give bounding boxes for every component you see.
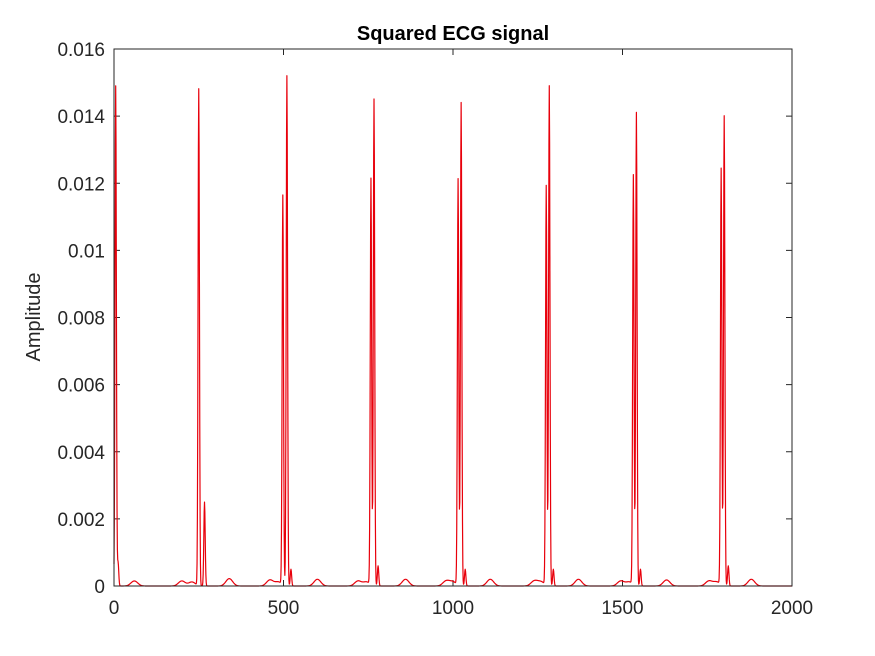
y-tick-label: 0.008 [57, 309, 105, 330]
axes-box [113, 48, 793, 587]
y-tick-label: 0.006 [57, 376, 105, 397]
x-tick-label: 500 [268, 598, 300, 619]
y-tick-label: 0 [94, 577, 105, 598]
chart-title: Squared ECG signal [357, 23, 549, 45]
x-tick-label: 2000 [771, 598, 813, 619]
x-tick-label: 1500 [601, 598, 643, 619]
x-tick-label: 1000 [432, 598, 474, 619]
y-axis-title: Amplitude [23, 273, 45, 362]
y-tick-label: 0.014 [57, 107, 105, 128]
y-tick-label: 0.012 [57, 174, 105, 195]
y-tick-label: 0.01 [68, 241, 105, 262]
y-tick-label: 0.004 [57, 443, 105, 464]
x-axis-ticks: 0 500 1000 1500 2000 [109, 49, 813, 619]
y-tick-label: 0.002 [57, 510, 105, 531]
x-tick-label: 0 [109, 598, 120, 619]
y-tick-label: 0.016 [57, 40, 105, 61]
plot-area [114, 49, 792, 586]
